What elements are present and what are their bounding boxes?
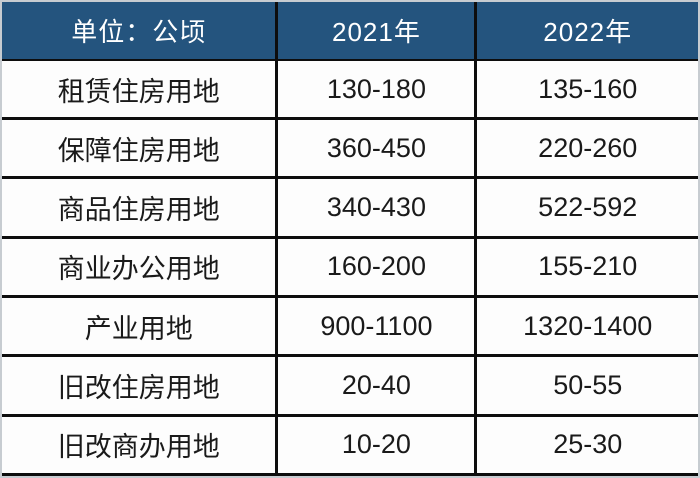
table-row: 保障住房用地 360-450 220-260 [2,118,698,178]
table-row: 旧改住房用地 20-40 50-55 [2,355,698,416]
value-cell-2022: 220-260 [474,118,698,178]
table-row: 产业用地 900-1100 1320-1400 [2,296,698,356]
value-cell-2022: 522-592 [474,177,698,238]
row-label-cell: 租赁住房用地 [2,60,277,119]
value-cell-2022: 50-55 [474,355,698,416]
value-cell-2022: 135-160 [474,60,698,119]
row-label-cell: 商品住房用地 [2,177,277,238]
value-cell-2021: 160-200 [275,237,476,297]
value-cell-2021: 130-180 [275,60,476,119]
header-cell-2022: 2022年 [474,2,698,61]
row-label-cell: 商业办公用地 [2,237,277,297]
table-row: 租赁住房用地 130-180 135-160 [2,60,698,119]
value-cell-2021: 10-20 [275,415,476,475]
value-cell-2022: 25-30 [474,415,698,475]
value-cell-2021: 900-1100 [275,296,476,356]
header-cell-2021: 2021年 [275,2,476,61]
header-cell-unit: 单位：公顷 [2,2,277,61]
value-cell-2021: 360-450 [275,118,476,178]
row-label-cell: 旧改商办用地 [2,415,277,475]
value-cell-2022: 1320-1400 [474,296,698,356]
table-row: 旧改商办用地 10-20 25-30 [2,415,698,475]
table-row: 商品住房用地 340-430 522-592 [2,177,698,238]
header-row: 单位：公顷 2021年 2022年 [2,2,698,61]
value-cell-2021: 20-40 [275,355,476,416]
value-cell-2022: 155-210 [474,237,698,297]
row-label-cell: 产业用地 [2,296,277,356]
table-row: 商业办公用地 160-200 155-210 [2,237,698,297]
row-label-cell: 保障住房用地 [2,118,277,178]
row-label-cell: 旧改住房用地 [2,355,277,416]
value-cell-2021: 340-430 [275,177,476,238]
